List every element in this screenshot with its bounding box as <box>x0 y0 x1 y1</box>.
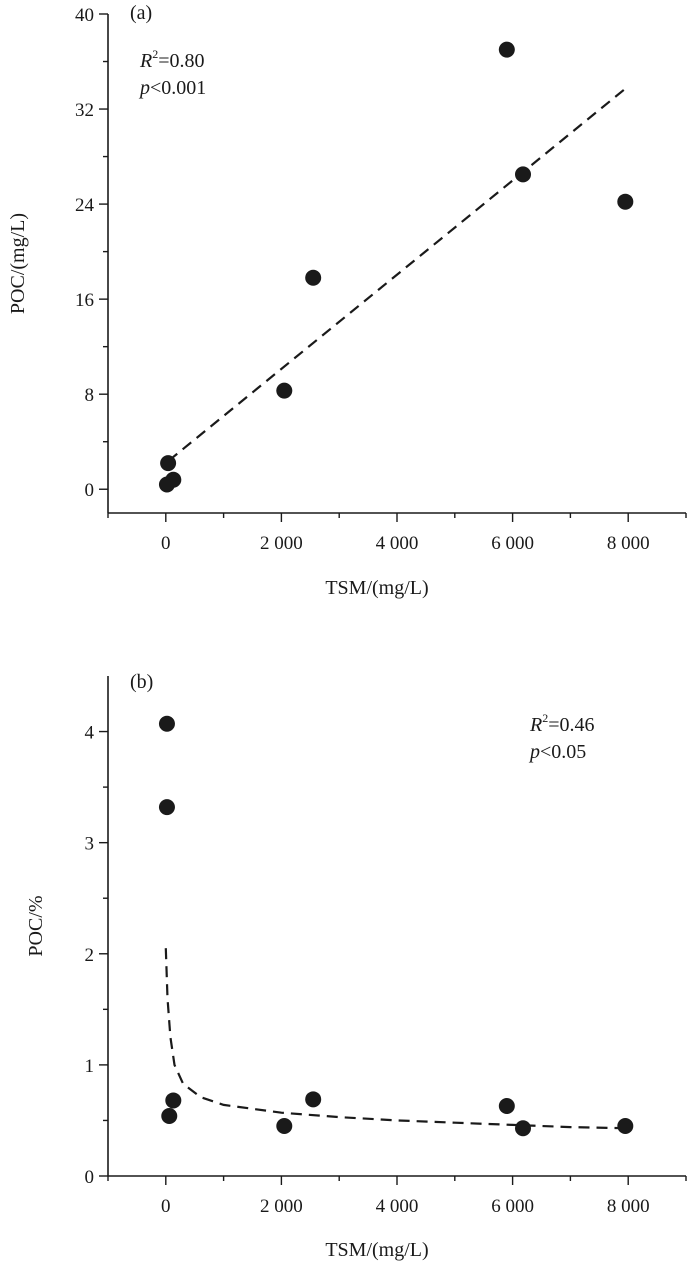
data-point <box>515 166 532 183</box>
panel-label: (b) <box>130 671 153 693</box>
x-tick-label: 8 000 <box>607 1196 650 1217</box>
y-axis-title: POC/(mg/L) <box>7 213 29 314</box>
y-tick-label: 32 <box>75 100 94 121</box>
y-tick-label: 0 <box>85 480 95 501</box>
y-tick-label: 4 <box>85 723 95 744</box>
r-symbol: R <box>139 50 152 72</box>
x-tick-label: 6 000 <box>491 1196 534 1217</box>
y-tick-label: 8 <box>85 385 95 406</box>
y-tick-label: 24 <box>75 195 95 216</box>
x-tick-label: 0 <box>161 1196 171 1217</box>
p-symbol: p <box>138 77 150 99</box>
stats-annotation: R2=0.80 p<0.001 <box>138 47 206 99</box>
p-value-text: p<0.001 <box>138 77 206 99</box>
x-tick-label: 0 <box>161 533 171 554</box>
data-point <box>165 1092 182 1109</box>
y-tick-label: 40 <box>75 5 94 26</box>
data-point <box>617 193 634 210</box>
y-tick-label: 3 <box>85 834 95 855</box>
y-axis-title: POC/% <box>25 895 47 956</box>
x-axis-title: TSM/(mg/L) <box>325 1239 428 1261</box>
data-point <box>165 471 182 488</box>
r-superscript: 2 <box>152 47 158 61</box>
x-tick-label: 6 000 <box>491 533 534 554</box>
data-point <box>617 1118 634 1134</box>
fit-line <box>164 948 626 1130</box>
y-tick-label: 1 <box>85 1056 95 1077</box>
chart-panel-b: 0 2 000 4 000 6 000 8 000 0 1 2 3 4 TSM/(mg/L) POC/… <box>25 671 687 1261</box>
r-superscript: 2 <box>542 711 548 725</box>
data-point <box>305 269 322 286</box>
y-tick-label: 2 <box>85 945 95 966</box>
data-point <box>160 455 177 472</box>
y-tick-label: 16 <box>75 290 94 311</box>
x-axis-title: TSM/(mg/L) <box>325 577 428 599</box>
p-value: <0.001 <box>150 77 206 99</box>
r-symbol: R <box>529 714 542 736</box>
data-point <box>276 382 293 399</box>
p-symbol: p <box>528 741 540 763</box>
x-tick-label: 8 000 <box>607 533 650 554</box>
data-point <box>515 1120 532 1137</box>
x-tick-label: 4 000 <box>376 1196 419 1217</box>
data-point <box>161 1108 178 1124</box>
x-tick-label: 2 000 <box>260 1196 303 1217</box>
panel-label: (a) <box>130 2 152 24</box>
r-squared-text: R2=0.46 <box>529 711 595 736</box>
data-point <box>498 1098 515 1114</box>
stats-annotation: R2=0.46 p<0.05 <box>528 711 595 763</box>
p-value-text: p<0.05 <box>528 741 586 763</box>
data-point <box>276 1118 293 1134</box>
r-squared-text: R2=0.80 <box>139 47 205 72</box>
data-point <box>158 715 175 732</box>
y-tick-label: 0 <box>85 1167 95 1188</box>
data-point <box>158 799 175 816</box>
data-point <box>498 41 515 58</box>
x-tick-label: 2 000 <box>260 533 303 554</box>
p-value: <0.05 <box>540 741 586 763</box>
data-point <box>305 1091 322 1108</box>
r-squared-value: =0.46 <box>548 714 594 736</box>
x-tick-label: 4 000 <box>376 533 419 554</box>
r-squared-value: =0.80 <box>158 50 204 72</box>
fit-line <box>168 86 628 462</box>
chart-panel-a: 0 2 000 4 000 6 000 8 000 0 8 16 24 32 40 TSM/(mg/L… <box>7 2 687 599</box>
